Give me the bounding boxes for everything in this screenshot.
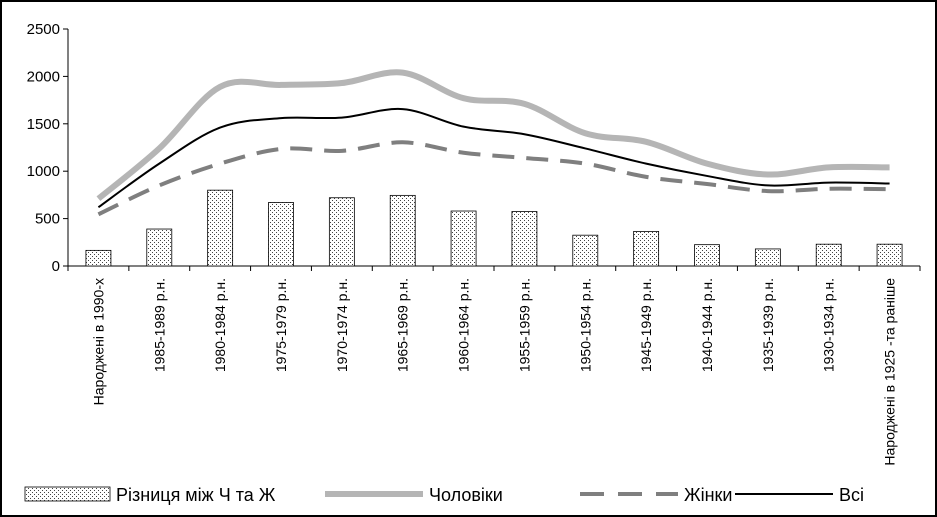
category-label: 1940-1944 р.н. [699,278,715,372]
category-label: 1980-1984 р.н. [212,278,228,372]
legend-label: Чоловіки [429,485,503,505]
bar [634,231,659,266]
category-label: Народжені в 1925 -та раніше [882,278,898,466]
legend-label: Жінки [684,485,733,505]
bar [208,190,233,266]
bar [451,211,476,266]
category-label: 1945-1949 р.н. [638,278,654,372]
category-label: Народжені в 1990-х [90,278,106,405]
category-label: 1955-1959 р.н. [516,278,532,372]
bar [329,198,354,266]
legend-label: Всі [839,485,864,505]
category-label: 1960-1964 р.н. [456,278,472,372]
y-tick-label: 1500 [27,116,60,133]
bar [269,202,294,266]
y-tick-label: 2500 [27,21,60,38]
y-tick-label: 500 [35,211,60,228]
bar [816,244,841,266]
legend-swatch [25,487,110,501]
category-label: 1985-1989 р.н. [151,278,167,372]
bar [86,250,111,266]
category-label: 1965-1969 р.н. [395,278,411,372]
y-tick-label: 1000 [27,163,60,180]
category-label: 1975-1979 р.н. [273,278,289,372]
y-tick-label: 0 [52,258,60,275]
bar [390,195,415,266]
bar [877,244,902,266]
legend-label: Різниця між Ч та Ж [116,485,276,505]
category-label: 1930-1934 р.н. [821,278,837,372]
category-label: 1935-1939 р.н. [760,278,776,372]
bar [573,235,598,266]
bar [755,249,780,266]
category-label: 1950-1954 р.н. [577,278,593,372]
bar [147,229,172,266]
y-tick-label: 2000 [27,68,60,85]
category-label: 1970-1974 р.н. [334,278,350,372]
bar [512,211,537,266]
bar [695,245,720,266]
